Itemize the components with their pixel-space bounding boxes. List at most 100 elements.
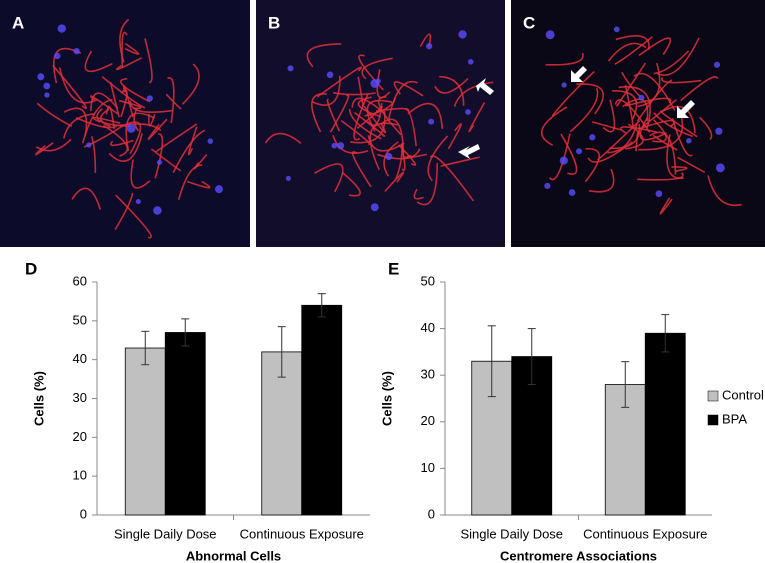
chromosome [63,113,96,139]
chromosome [618,86,651,129]
y-tick-label: 20 [73,429,87,444]
chromosome [652,134,678,151]
y-tick-label: 30 [73,390,87,405]
chromosome [625,97,672,107]
centromere [713,61,721,68]
chromosome [75,117,118,129]
chromosome [615,35,650,51]
chromosome [101,75,146,109]
error-bar [141,330,150,366]
chromosome [551,70,595,117]
chromosome [637,62,661,108]
chromosome [440,156,480,167]
chromosome [36,102,73,127]
bar [644,332,686,516]
chromosome [90,136,97,173]
chromosome [614,99,651,133]
chromosome [147,118,168,140]
chromosome [264,132,302,144]
centromere [638,94,645,101]
error-bar [277,326,286,378]
chromosome [124,42,140,55]
chromosome [660,110,698,138]
chromosomes [35,18,742,239]
micrograph [0,0,250,247]
centromere [331,142,338,149]
chromosome [109,81,120,118]
chromosome [177,164,203,200]
chromosome [636,79,673,122]
chromosome [413,188,424,200]
legend-label: BPA [722,411,747,426]
x-tick-label: Single Daily Dose [460,526,563,541]
chromosome [133,108,140,132]
arrow [458,144,480,159]
chromosome [393,81,424,97]
chromosome [576,83,605,115]
chromosome [548,133,571,181]
centromere [715,163,725,173]
chromosome [616,62,647,107]
centromere [86,142,92,148]
y-tick-label: 20 [421,413,435,428]
chromosome [395,143,403,180]
centromere [561,82,567,88]
centromere [589,134,596,141]
chromosome [671,118,693,157]
centromere [153,206,162,215]
centromere [428,118,435,125]
centromere [715,127,723,135]
error-bar [661,314,670,353]
y-tick-label: 50 [421,273,435,288]
y-axis-title: Cells (%) [379,371,394,426]
centromere [156,159,163,165]
centromere [370,203,379,212]
chromosome [584,148,601,183]
chromosome [614,36,653,65]
chromosome [350,110,386,144]
panel-label: E [388,259,399,278]
chromosome [607,42,647,62]
legend-swatch [707,414,719,426]
error-bar [487,325,496,398]
chromosome [638,117,684,151]
chromosome [84,50,113,73]
centromere [54,52,61,60]
chromosome [439,75,465,106]
y-tick-label: 40 [421,320,435,335]
centromere [73,48,80,55]
chromosome [311,93,327,133]
centromere [613,26,620,33]
chromosome [377,96,402,136]
chromosome [642,99,677,128]
chromosome [121,31,128,68]
panel-label: D [25,259,37,278]
chromosome [653,50,690,75]
centromere [559,156,568,165]
centromere [426,43,433,50]
centromere [544,182,551,190]
chromosome [63,107,88,136]
centromere [375,78,381,84]
chromosome [108,133,143,162]
chromosome [120,77,151,103]
error-bar [317,293,326,318]
chromosome [419,33,432,47]
arrow [571,66,587,82]
error-bar [621,361,630,408]
chromosome [361,57,393,80]
centromere [568,189,576,196]
centromere [465,109,471,115]
chromosome [114,192,134,230]
chromosome [453,81,494,107]
chromosome [187,126,198,156]
centromere [287,65,294,72]
centromere [57,24,66,33]
error-bar [527,328,536,386]
chromosome [657,37,700,76]
chromosome [560,133,578,175]
chromosome [115,194,152,239]
chromosome [541,106,568,146]
chromosome [545,52,584,66]
